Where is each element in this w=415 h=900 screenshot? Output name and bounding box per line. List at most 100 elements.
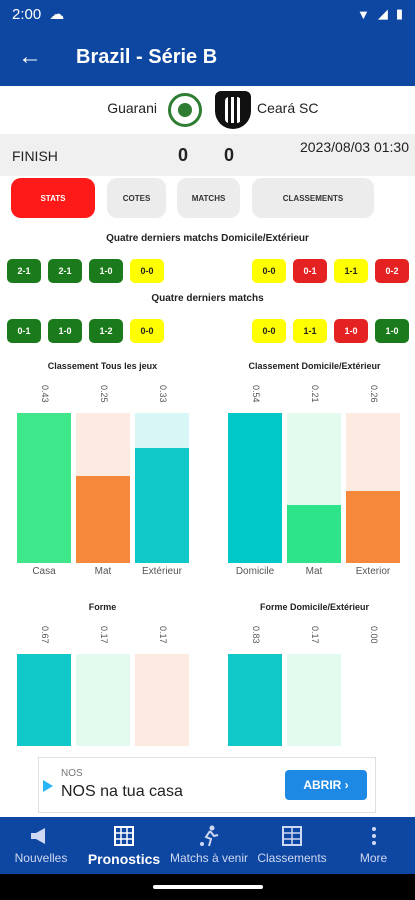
tab-cotes[interactable]: COTES [107,178,166,218]
away-team-crest-icon [215,91,251,129]
ad-brand: NOS [61,768,83,779]
result-badge: 0-0 [252,319,286,343]
status-icons: ▼ ◢ ▮ [357,6,403,22]
nav-nouvelles[interactable]: Nouvelles [0,817,82,874]
bar [17,654,71,746]
megaphone-icon [31,828,45,844]
status-time: 2:00 [12,5,42,23]
result-badge: 1-1 [293,319,327,343]
nav-matchs-a-venir[interactable]: Matchs à venir [166,817,252,874]
home-team-name: Guarani [107,100,157,116]
signal-icon: ◢ [377,6,388,21]
bar [346,491,400,563]
nav-pronostics[interactable]: Pronostics [82,817,166,874]
home-team-crest-icon [168,93,202,127]
nav-label-pronostics: Pronostics [87,851,161,867]
ad-play-icon [43,780,53,792]
bar-category-label: Mat [305,566,323,577]
result-badge: 2-1 [48,259,82,283]
ad-text: NOS na tua casa [61,783,183,800]
bar [135,448,189,563]
result-badge: 1-0 [375,319,409,343]
bar-value-label: 0.17 [158,626,168,644]
bar-value-label: 0.33 [158,385,168,403]
bar [228,654,282,746]
bottom-nav: Nouvelles Pronostics Matchs à venir Clas… [0,817,415,874]
chart-title-overall: Classement Tous les jeux [47,361,158,371]
bar [76,723,130,746]
score-row: FINISH 0 0 2023/08/03 01:30 [0,134,415,176]
result-badge: 1-0 [89,259,123,283]
result-badge: 0-0 [130,319,164,343]
section-title-home-away-last4: Quatre derniers matchs Domicile/Extérieu… [106,233,309,244]
bar-value-label: 0.21 [310,385,320,403]
chart-title-form: Forme [88,602,117,612]
bar-value-label: 0.54 [251,385,261,403]
more-vertical-icon [371,827,376,845]
bar-category-label: Exterior [355,566,391,577]
result-badge: 1-0 [48,319,82,343]
result-badge: 0-2 [375,259,409,283]
home-score: 0 [178,145,189,165]
bar-value-label: 0.83 [251,626,261,644]
away-score: 0 [224,145,235,165]
result-badge: 0-1 [293,259,327,283]
bar-value-label: 0.17 [99,626,109,644]
bar-value-label: 0.25 [99,385,109,403]
match-datetime: 2023/08/03 01:30 [300,139,409,155]
wifi-icon: ▼ [356,6,370,22]
nav-more[interactable]: More [332,817,415,874]
bar [135,723,189,746]
nav-label-more: More [359,851,388,865]
bar-category-label: Domicile [235,566,275,577]
battery-icon: ▮ [395,6,403,21]
bar-category-label: Mat [94,566,112,577]
chart-title-home-away: Classement Domicile/Extérieur [248,361,381,371]
bar-value-label: 0.67 [40,626,50,644]
section-title-last4: Quatre derniers matchs [151,293,264,304]
nav-label-classements: Classements [257,851,327,865]
result-badge: 1-1 [334,259,368,283]
back-arrow-icon[interactable]: ← [18,43,42,70]
bar-value-label: 0.17 [310,626,320,644]
bar [287,727,341,746]
system-nav-bar [0,874,415,900]
page-title: Brazil - Série B [76,45,218,68]
player-kick-icon [200,825,219,847]
tab-stats[interactable]: STATS [11,178,95,218]
tab-bar: STATS COTES MATCHS CLASSEMENTS [0,178,415,218]
chart-title-form-home-away: Forme Domicile/Extérieur [259,602,370,612]
bar-value-label: 0.00 [369,626,379,644]
result-badge: 0-0 [130,259,164,283]
status-bar: 2:00 ☁ ▼ ◢ ▮ [0,0,415,28]
nav-label-matchs-a-venir: Matchs à venir [169,851,249,865]
nav-classements[interactable]: Classements [252,817,332,874]
app-bar: ← Brazil - Série B [0,28,415,86]
nav-label-nouvelles: Nouvelles [14,851,68,865]
cloud-icon: ☁ [49,6,65,23]
bar-value-label: 0.26 [369,385,379,403]
bar [287,505,341,563]
tab-classements[interactable]: CLASSEMENTS [252,178,374,218]
result-badge: 2-1 [7,259,41,283]
ad-cta-button[interactable]: ABRIR › [285,770,367,800]
bar [228,413,282,563]
bar [76,476,130,563]
teams-row: Guarani Ceará SC [0,86,415,134]
home-indicator[interactable] [153,885,263,889]
away-team-name: Ceará SC [257,100,319,116]
result-badge: 0-0 [252,259,286,283]
result-badge: 1-0 [334,319,368,343]
bar-value-label: 0.43 [40,385,50,403]
match-status: FINISH [12,148,58,164]
table-icon [282,826,302,846]
grid-icon [114,826,134,846]
result-badge: 0-1 [7,319,41,343]
bar-category-label: Extérieur [141,566,182,577]
bar-category-label: Casa [32,566,56,577]
tab-matchs[interactable]: MATCHS [177,178,240,218]
result-badge: 1-2 [89,319,123,343]
bar [17,413,71,563]
bar-background [346,654,400,746]
ad-banner[interactable]: NOS NOS na tua casa ABRIR › [38,757,376,813]
